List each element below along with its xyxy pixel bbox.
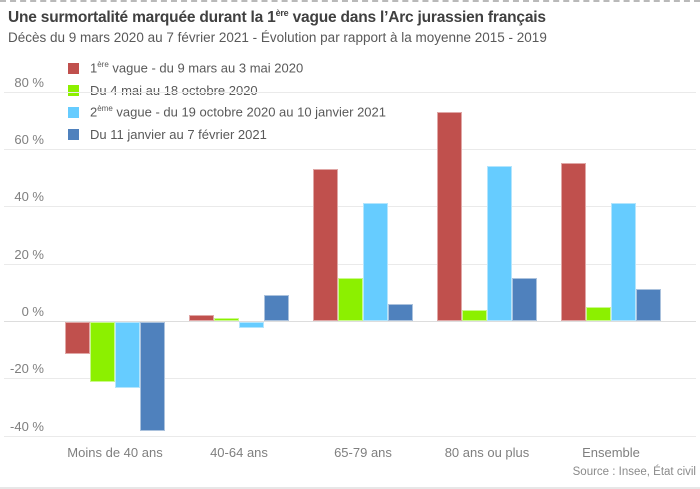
bar-series1-group1 (65, 322, 90, 354)
legend-swatch-icon (68, 106, 79, 118)
x-axis-label-5: Ensemble (582, 445, 640, 460)
legend-item-4: Du 11 janvier au 7 février 2021 (68, 123, 386, 145)
bar-series3-group1 (115, 322, 140, 388)
gridline-20 (4, 264, 696, 265)
bar-series1-group3 (313, 169, 338, 321)
bar-series3-group4 (487, 166, 512, 321)
gridline-80 (4, 92, 696, 93)
bar-series2-group4 (462, 310, 487, 321)
legend-label-superscript: ère (97, 60, 109, 70)
legend-label: 1ère vague - du 9 mars au 3 mai 2020 (90, 60, 303, 75)
chart-subtitle: Décès du 9 mars 2020 au 7 février 2021 -… (8, 30, 547, 45)
y-axis-label--20: -20 % (10, 361, 44, 376)
bar-series2-group5 (586, 307, 611, 321)
bar-series3-group2 (239, 322, 264, 328)
legend-swatch-icon (68, 62, 79, 74)
bar-series1-group4 (437, 112, 462, 321)
legend-label-text: 2 (90, 104, 98, 120)
legend-label-text-end: vague - du 19 octobre 2020 au 10 janvier… (112, 104, 386, 120)
bar-series1-group2 (189, 315, 214, 321)
bar-series2-group3 (338, 278, 363, 321)
legend-item-2: Du 4 mai au 18 octobre 2020 (68, 79, 386, 101)
gridline-60 (4, 149, 696, 150)
bar-series4-group3 (388, 304, 413, 321)
gridline--40 (4, 436, 696, 437)
bar-series3-group3 (363, 203, 388, 321)
legend-label: Du 11 janvier au 7 février 2021 (90, 127, 267, 142)
x-axis-label-2: 40-64 ans (210, 445, 268, 460)
bar-series4-group1 (140, 322, 165, 431)
bar-series1-group5 (561, 163, 586, 321)
x-axis-label-4: 80 ans ou plus (444, 445, 530, 460)
legend-item-1: 1ère vague - du 9 mars au 3 mai 2020 (68, 57, 386, 79)
legend-label: Du 4 mai au 18 octobre 2020 (90, 83, 258, 98)
y-axis-label--40: -40 % (10, 419, 44, 434)
chart-title-text: Une surmortalité marquée durant la 1 (8, 9, 276, 27)
legend-label-text-end: vague - du 9 mars au 3 mai 2020 (108, 60, 304, 76)
bar-series4-group5 (636, 289, 661, 321)
bottom-divider (0, 487, 700, 489)
chart-title-superscript: ère (275, 8, 289, 18)
bar-series3-group5 (611, 203, 636, 321)
legend-label-superscript: ème (97, 104, 113, 114)
y-axis-label-20: 20 % (14, 247, 44, 262)
bar-series4-group2 (264, 295, 289, 321)
x-axis-label-1: Moins de 40 ans (67, 445, 163, 460)
y-axis-label-40: 40 % (14, 189, 44, 204)
chart-title: Une surmortalité marquée durant la 1ère … (8, 8, 546, 27)
legend-label-text: Du 11 janvier au 7 février 2021 (90, 126, 267, 142)
legend-swatch-icon (68, 128, 79, 140)
source-note: Source : Insee, État civil (572, 466, 696, 478)
legend-item-3: 2ème vague - du 19 octobre 2020 au 10 ja… (68, 101, 386, 123)
gridline-40 (4, 206, 696, 207)
bar-series2-group1 (90, 322, 115, 382)
bar-series4-group4 (512, 278, 537, 321)
y-axis-label-0: 0 % (21, 304, 44, 319)
chart-title-text-end: vague dans l’Arc jurassien français (288, 9, 546, 27)
bar-series2-group2 (214, 318, 239, 321)
legend-swatch-icon (68, 84, 79, 96)
y-axis-label-80: 80 % (14, 75, 44, 90)
x-axis-label-3: 65-79 ans (334, 445, 392, 460)
gridline-0 (4, 321, 696, 322)
legend-label-text: 1 (90, 60, 98, 76)
chart-legend: 1ère vague - du 9 mars au 3 mai 2020 Du 4… (68, 57, 386, 145)
y-axis-label-60: 60 % (14, 132, 44, 147)
legend-label-text: Du 4 mai au 18 octobre 2020 (90, 82, 258, 98)
gridline--20 (4, 378, 696, 379)
legend-label: 2ème vague - du 19 octobre 2020 au 10 ja… (90, 104, 386, 119)
